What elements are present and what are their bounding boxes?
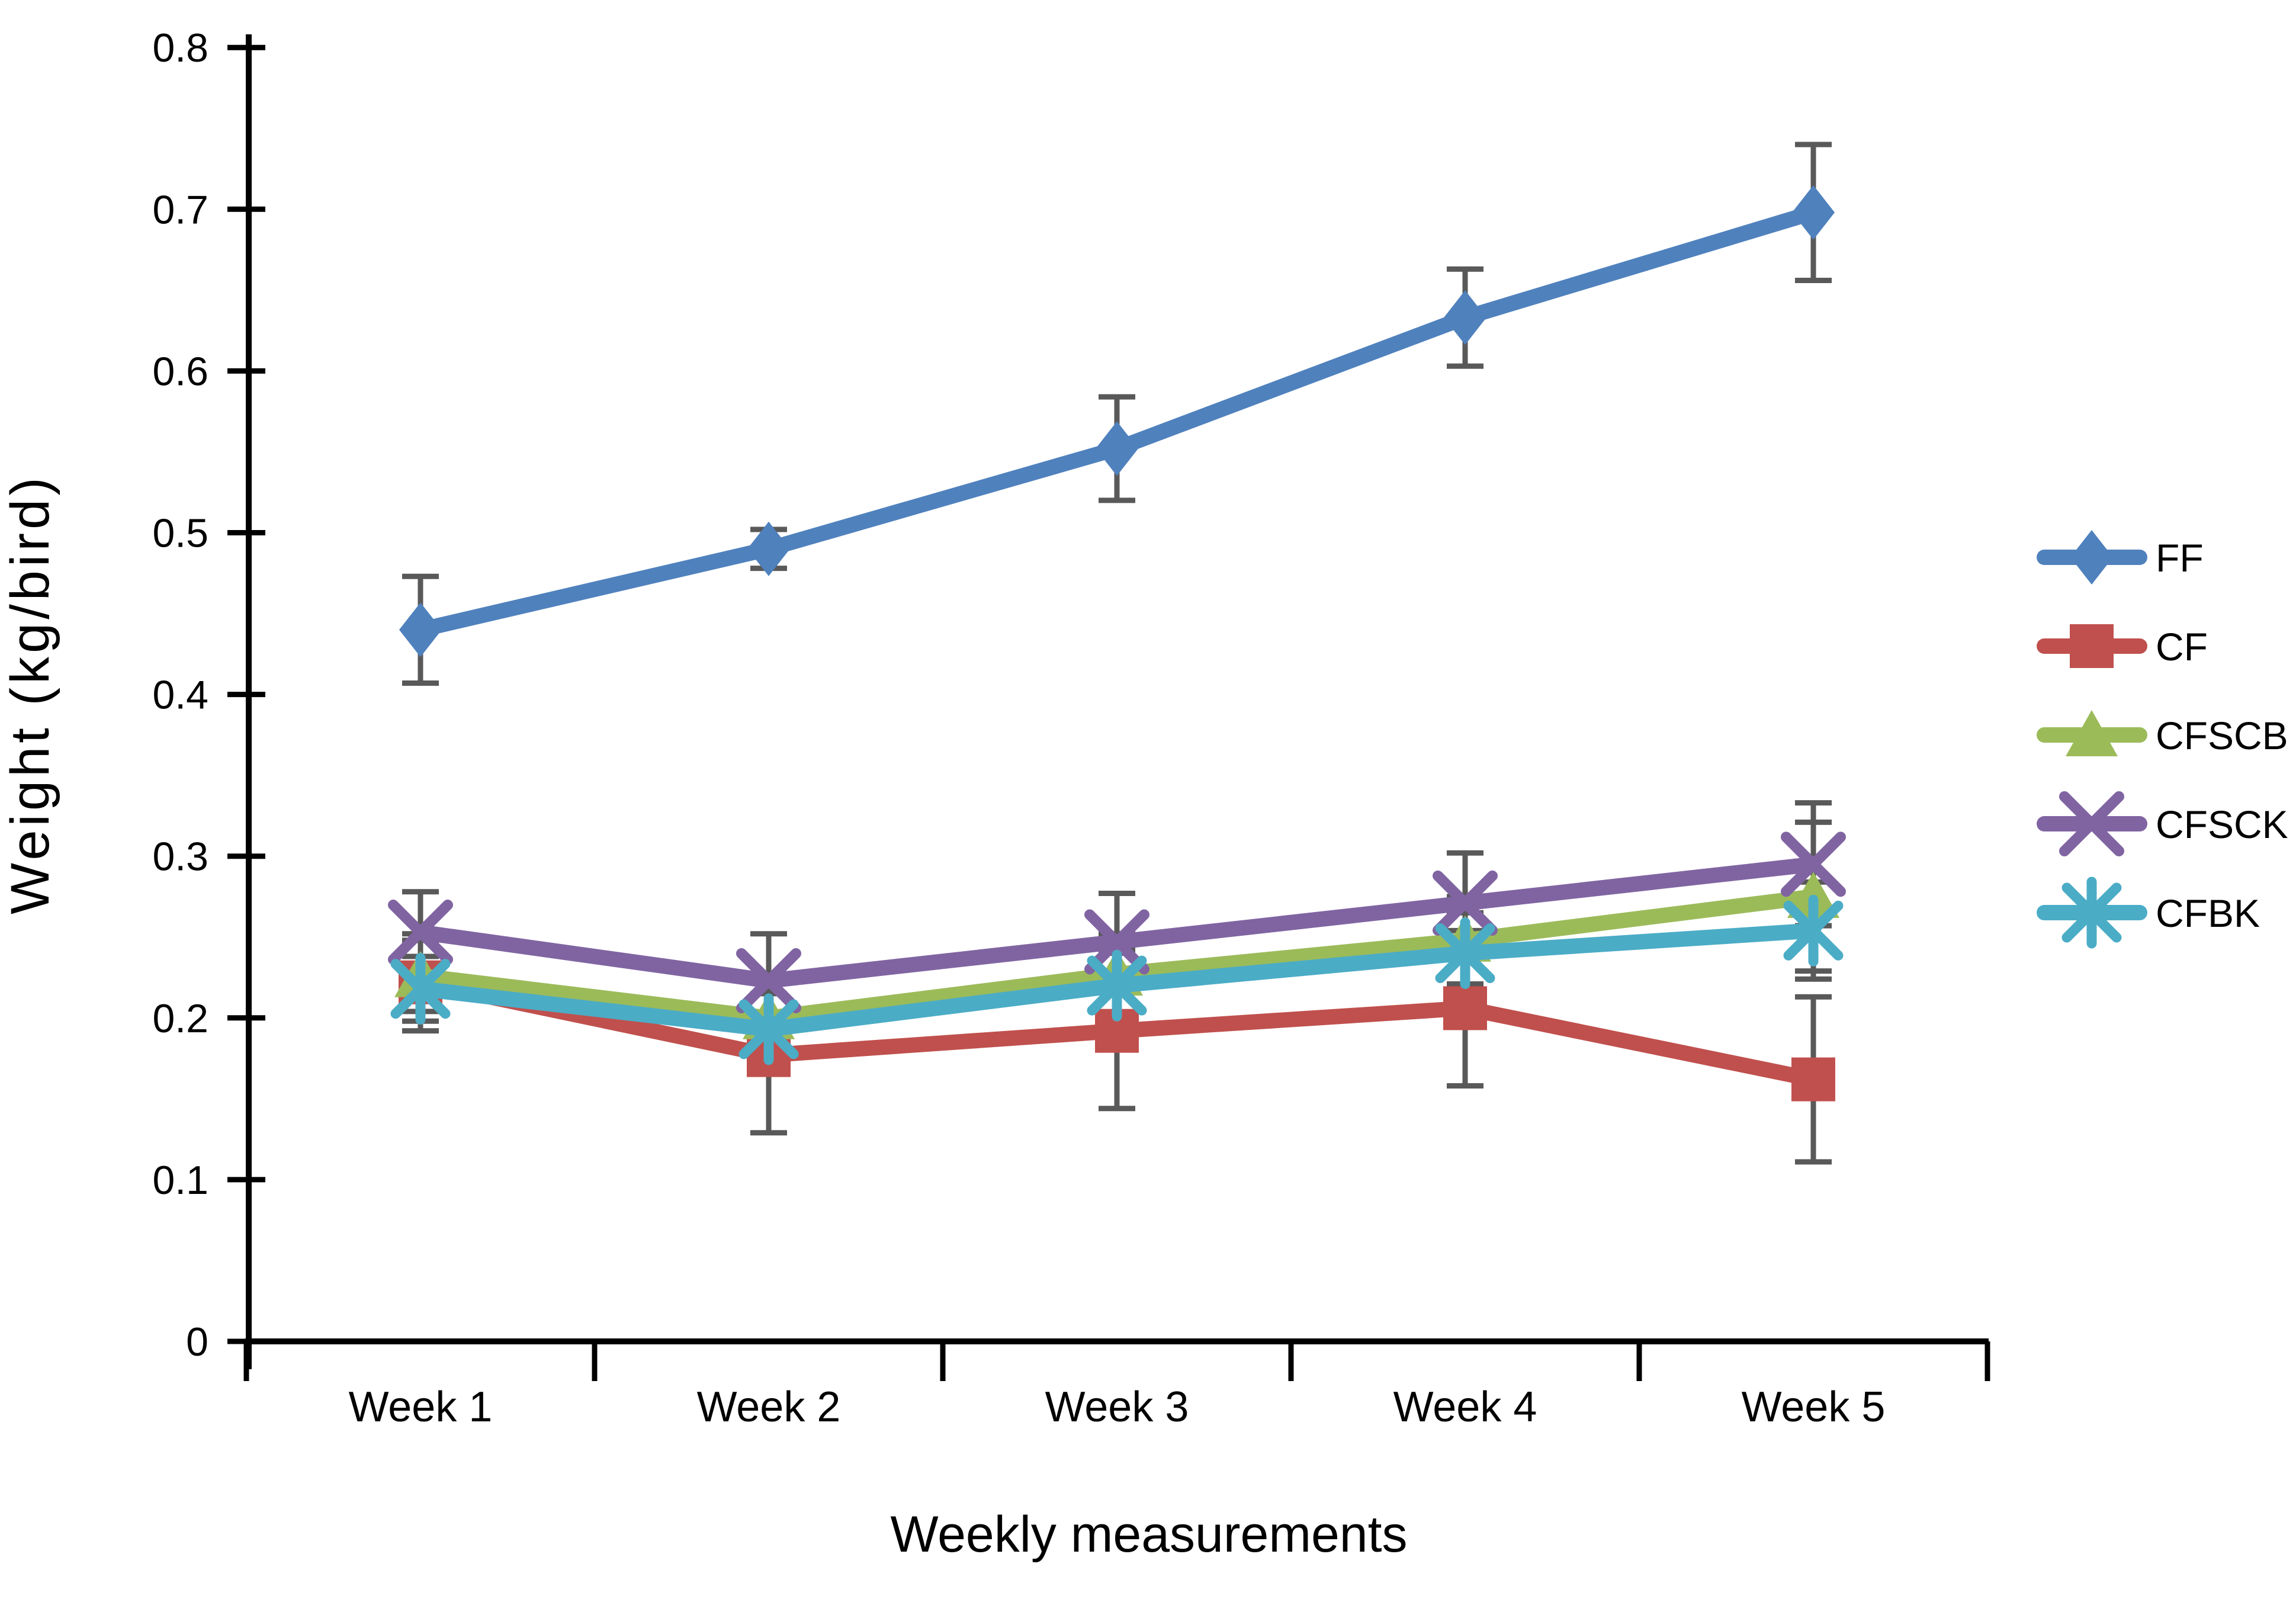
x-marker xyxy=(1084,909,1149,975)
asterisk-marker xyxy=(2061,876,2122,949)
legend-label: CFSCB xyxy=(2156,714,2288,757)
diamond-marker xyxy=(2070,530,2113,585)
y-axis-tick-labels: 0 0.1 0.2 0.3 0.4 0.5 0.6 0.7 0.8 xyxy=(152,25,208,1364)
legend-label: CF xyxy=(2156,625,2208,669)
diamond-marker xyxy=(1444,290,1486,345)
triangle-marker xyxy=(2066,710,2118,756)
square-marker xyxy=(1791,1057,1835,1102)
x-marker xyxy=(1781,831,1846,897)
x-axis-title: Weekly measurements xyxy=(890,1506,1407,1563)
legend-item-FF: FF xyxy=(2037,530,2204,585)
x-marker xyxy=(736,948,801,1013)
x-tick-label: Week 4 xyxy=(1393,1383,1537,1431)
y-tick-label: 0.6 xyxy=(152,349,208,394)
legend-label: CFSCK xyxy=(2156,802,2288,846)
y-tick-label: 0.8 xyxy=(152,25,208,70)
y-axis-title: Weight (kg/bird) xyxy=(0,474,60,914)
series-CFBK xyxy=(390,894,1844,1065)
diamond-marker xyxy=(399,602,442,657)
x-marker xyxy=(2059,791,2124,856)
y-tick-label: 0.2 xyxy=(152,996,208,1041)
y-axis-ticks xyxy=(227,44,265,1344)
asterisk-marker xyxy=(390,953,451,1025)
y-tick-label: 0.1 xyxy=(152,1158,208,1203)
y-tick-label: 0 xyxy=(186,1319,208,1364)
diamond-marker xyxy=(1792,185,1835,240)
asterisk-marker xyxy=(1087,949,1147,1022)
x-tick-label: Week 1 xyxy=(349,1383,493,1431)
y-tick-label: 0.5 xyxy=(152,511,208,556)
legend-item-CFBK: CFBK xyxy=(2037,876,2260,949)
x-tick-label: Week 3 xyxy=(1045,1383,1189,1431)
x-tick-label: Week 5 xyxy=(1742,1383,1886,1431)
asterisk-marker xyxy=(1435,917,1495,990)
y-tick-label: 0.3 xyxy=(152,834,208,879)
asterisk-marker xyxy=(1783,894,1844,967)
series-layer xyxy=(388,185,1846,1102)
diamond-marker xyxy=(747,521,790,576)
x-marker xyxy=(1433,870,1498,936)
legend-label: FF xyxy=(2156,536,2204,580)
x-axis-ticks xyxy=(243,1341,1990,1381)
legend-item-CFSCB: CFSCB xyxy=(2037,710,2288,757)
y-tick-label: 0.7 xyxy=(152,187,208,232)
square-marker xyxy=(1443,986,1487,1030)
x-tick-label: Week 2 xyxy=(697,1383,841,1431)
x-marker xyxy=(388,900,453,965)
diamond-marker xyxy=(1096,421,1138,476)
legend: FF CF CFSCB CFSCK CFBK xyxy=(2037,530,2288,949)
x-axis-tick-labels: Week 1 Week 2 Week 3 Week 4 Week 5 xyxy=(349,1383,1886,1431)
series-FF xyxy=(399,185,1835,657)
legend-label: CFBK xyxy=(2156,891,2260,935)
legend-item-CF: CF xyxy=(2037,624,2208,669)
asterisk-marker xyxy=(738,993,799,1065)
legend-item-CFSCK: CFSCK xyxy=(2037,791,2288,856)
square-marker xyxy=(2070,624,2114,668)
y-tick-label: 0.4 xyxy=(152,673,208,718)
series-CFSCK xyxy=(388,831,1846,1013)
